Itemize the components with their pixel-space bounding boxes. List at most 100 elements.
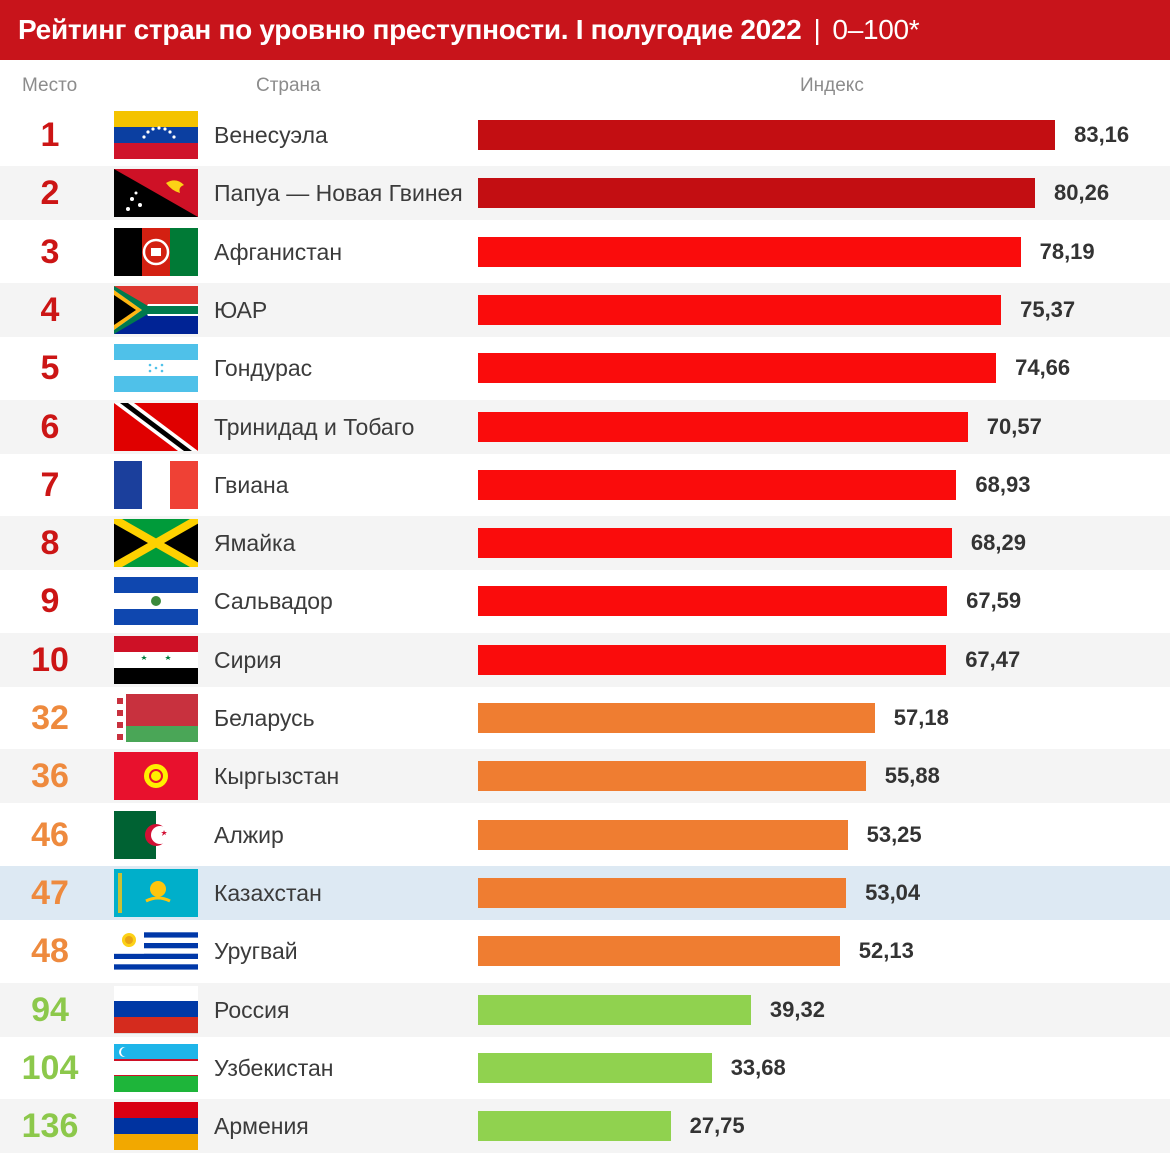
value-label: 78,19: [1039, 238, 1095, 264]
table-row: 4 ЮАР 75,37: [0, 282, 1170, 337]
honduras-flag: [114, 344, 198, 393]
country-label: Кыргызстан: [214, 763, 340, 790]
bar: [478, 994, 751, 1025]
table-row: 7 Гвиана 68,93: [0, 458, 1170, 512]
bar: [478, 411, 968, 442]
country-label: Афганистан: [214, 238, 343, 265]
country-label: Алжир: [214, 821, 284, 848]
bar: [478, 819, 848, 850]
table-row: 5 Гондурас 74,66: [0, 341, 1170, 395]
rank-label: 104: [21, 1048, 79, 1087]
jamaica-flag: [114, 519, 198, 568]
bar: [478, 1111, 671, 1142]
russia-flag: [114, 985, 198, 1034]
table-row: 94 Россия 39,32: [0, 982, 1170, 1037]
rank-label: 32: [31, 699, 69, 737]
table-row: 10 Сирия 67,47: [0, 632, 1170, 687]
table-row: 8 Ямайка 68,29: [0, 516, 1170, 571]
country-label: Россия: [214, 996, 290, 1023]
rank-label: 136: [21, 1107, 79, 1146]
index-range: 0–100*: [832, 14, 920, 45]
bar: [478, 294, 1002, 325]
value-label: 53,04: [865, 879, 921, 905]
belarus-flag: [114, 694, 198, 742]
table-row: 9 Сальвадор 67,59: [0, 574, 1170, 628]
value-label: 67,47: [965, 646, 1021, 672]
value-label: 70,57: [986, 413, 1042, 439]
value-label: 57,18: [893, 705, 949, 730]
bar: [478, 1052, 712, 1083]
country-label: Казахстан: [214, 879, 322, 906]
bar: [478, 236, 1021, 267]
table-row: 36 Кыргызстан 55,88: [0, 749, 1170, 804]
table-row: 136 Армения 27,75: [0, 1099, 1170, 1154]
rank-label: 46: [31, 815, 69, 854]
country-label: Узбекистан: [214, 1054, 334, 1081]
country-label: Беларусь: [214, 705, 315, 731]
value-label: 53,25: [866, 821, 922, 847]
afghanistan-flag: [114, 227, 198, 276]
country-label: Тринидад и Тобаго: [214, 413, 415, 440]
bar: [478, 586, 948, 617]
papua-new-guinea-flag: [114, 169, 198, 218]
rank-label: 8: [40, 524, 60, 563]
country-label: Армения: [214, 1113, 309, 1140]
table-row: 3 Афганистан 78,19: [0, 225, 1170, 279]
trinidad-and-tobago-flag: [114, 402, 198, 451]
value-label: 39,32: [769, 996, 825, 1022]
bar: [478, 353, 997, 384]
country-label: Венесуэла: [214, 122, 328, 148]
uruguay-flag: [114, 927, 198, 976]
country-label: Папуа — Новая Гвинея: [214, 180, 463, 207]
rank-label: 94: [31, 990, 69, 1029]
chart-title: Рейтинг стран по уровню преступности. I …: [18, 14, 802, 45]
bar: [478, 936, 840, 967]
table-row: 46 Алжир 53,25: [0, 808, 1170, 862]
rank-label: 36: [31, 757, 69, 796]
rank-label: 7: [40, 465, 60, 504]
bar: [478, 469, 957, 500]
value-label: 68,29: [970, 530, 1026, 556]
el-salvador-flag: [114, 577, 198, 626]
rank-label: 1: [40, 116, 60, 154]
bar: [478, 877, 847, 908]
rank-label: 4: [40, 290, 60, 329]
bar: [478, 178, 1035, 209]
chart-title-bar: Рейтинг стран по уровню преступности. I …: [0, 0, 1170, 60]
country-label: Сальвадор: [214, 588, 333, 615]
french-guiana-flag: [114, 460, 198, 509]
bar: [478, 761, 866, 792]
country-label: Ямайка: [214, 530, 296, 557]
country-label: Гвиана: [214, 471, 289, 498]
table-row: 32 Беларусь 57,18: [0, 691, 1170, 745]
column-header-country: Страна: [256, 75, 321, 96]
rank-label: 3: [40, 232, 60, 271]
kyrgyzstan-flag: [114, 752, 198, 801]
column-header-index: Индекс: [800, 75, 864, 96]
value-label: 55,88: [884, 763, 940, 789]
country-label: Уругвай: [214, 938, 298, 965]
table-row: 47 Казахстан 53,04: [0, 865, 1170, 920]
value-label: 52,13: [858, 938, 914, 964]
column-headers: Место Страна Индекс: [0, 60, 1170, 108]
value-label: 33,68: [730, 1054, 786, 1080]
table-row: 1 Венесуэла 83,16: [0, 108, 1170, 162]
rank-label: 6: [40, 407, 60, 446]
bar: [478, 644, 947, 675]
table-row: 2 Папуа — Новая Гвинея 80,26: [0, 166, 1170, 221]
rank-label: 9: [40, 582, 60, 621]
title-separator: |: [813, 14, 821, 45]
table-row: 104 Узбекистан 33,68: [0, 1041, 1170, 1095]
table-row: 6 Тринидад и Тобаго 70,57: [0, 399, 1170, 454]
armenia-flag: [114, 1102, 198, 1151]
bar: [478, 703, 875, 733]
value-label: 80,26: [1054, 180, 1110, 206]
column-header-place: Место: [22, 75, 78, 96]
country-label: Сирия: [214, 646, 282, 673]
value-label: 83,16: [1074, 122, 1130, 147]
south-africa-flag: [114, 285, 198, 334]
value-label: 74,66: [1015, 355, 1071, 381]
rank-label: 48: [31, 932, 69, 971]
venezuela-flag: [114, 111, 198, 159]
table-row: 48 Уругвай 52,13: [0, 924, 1170, 978]
